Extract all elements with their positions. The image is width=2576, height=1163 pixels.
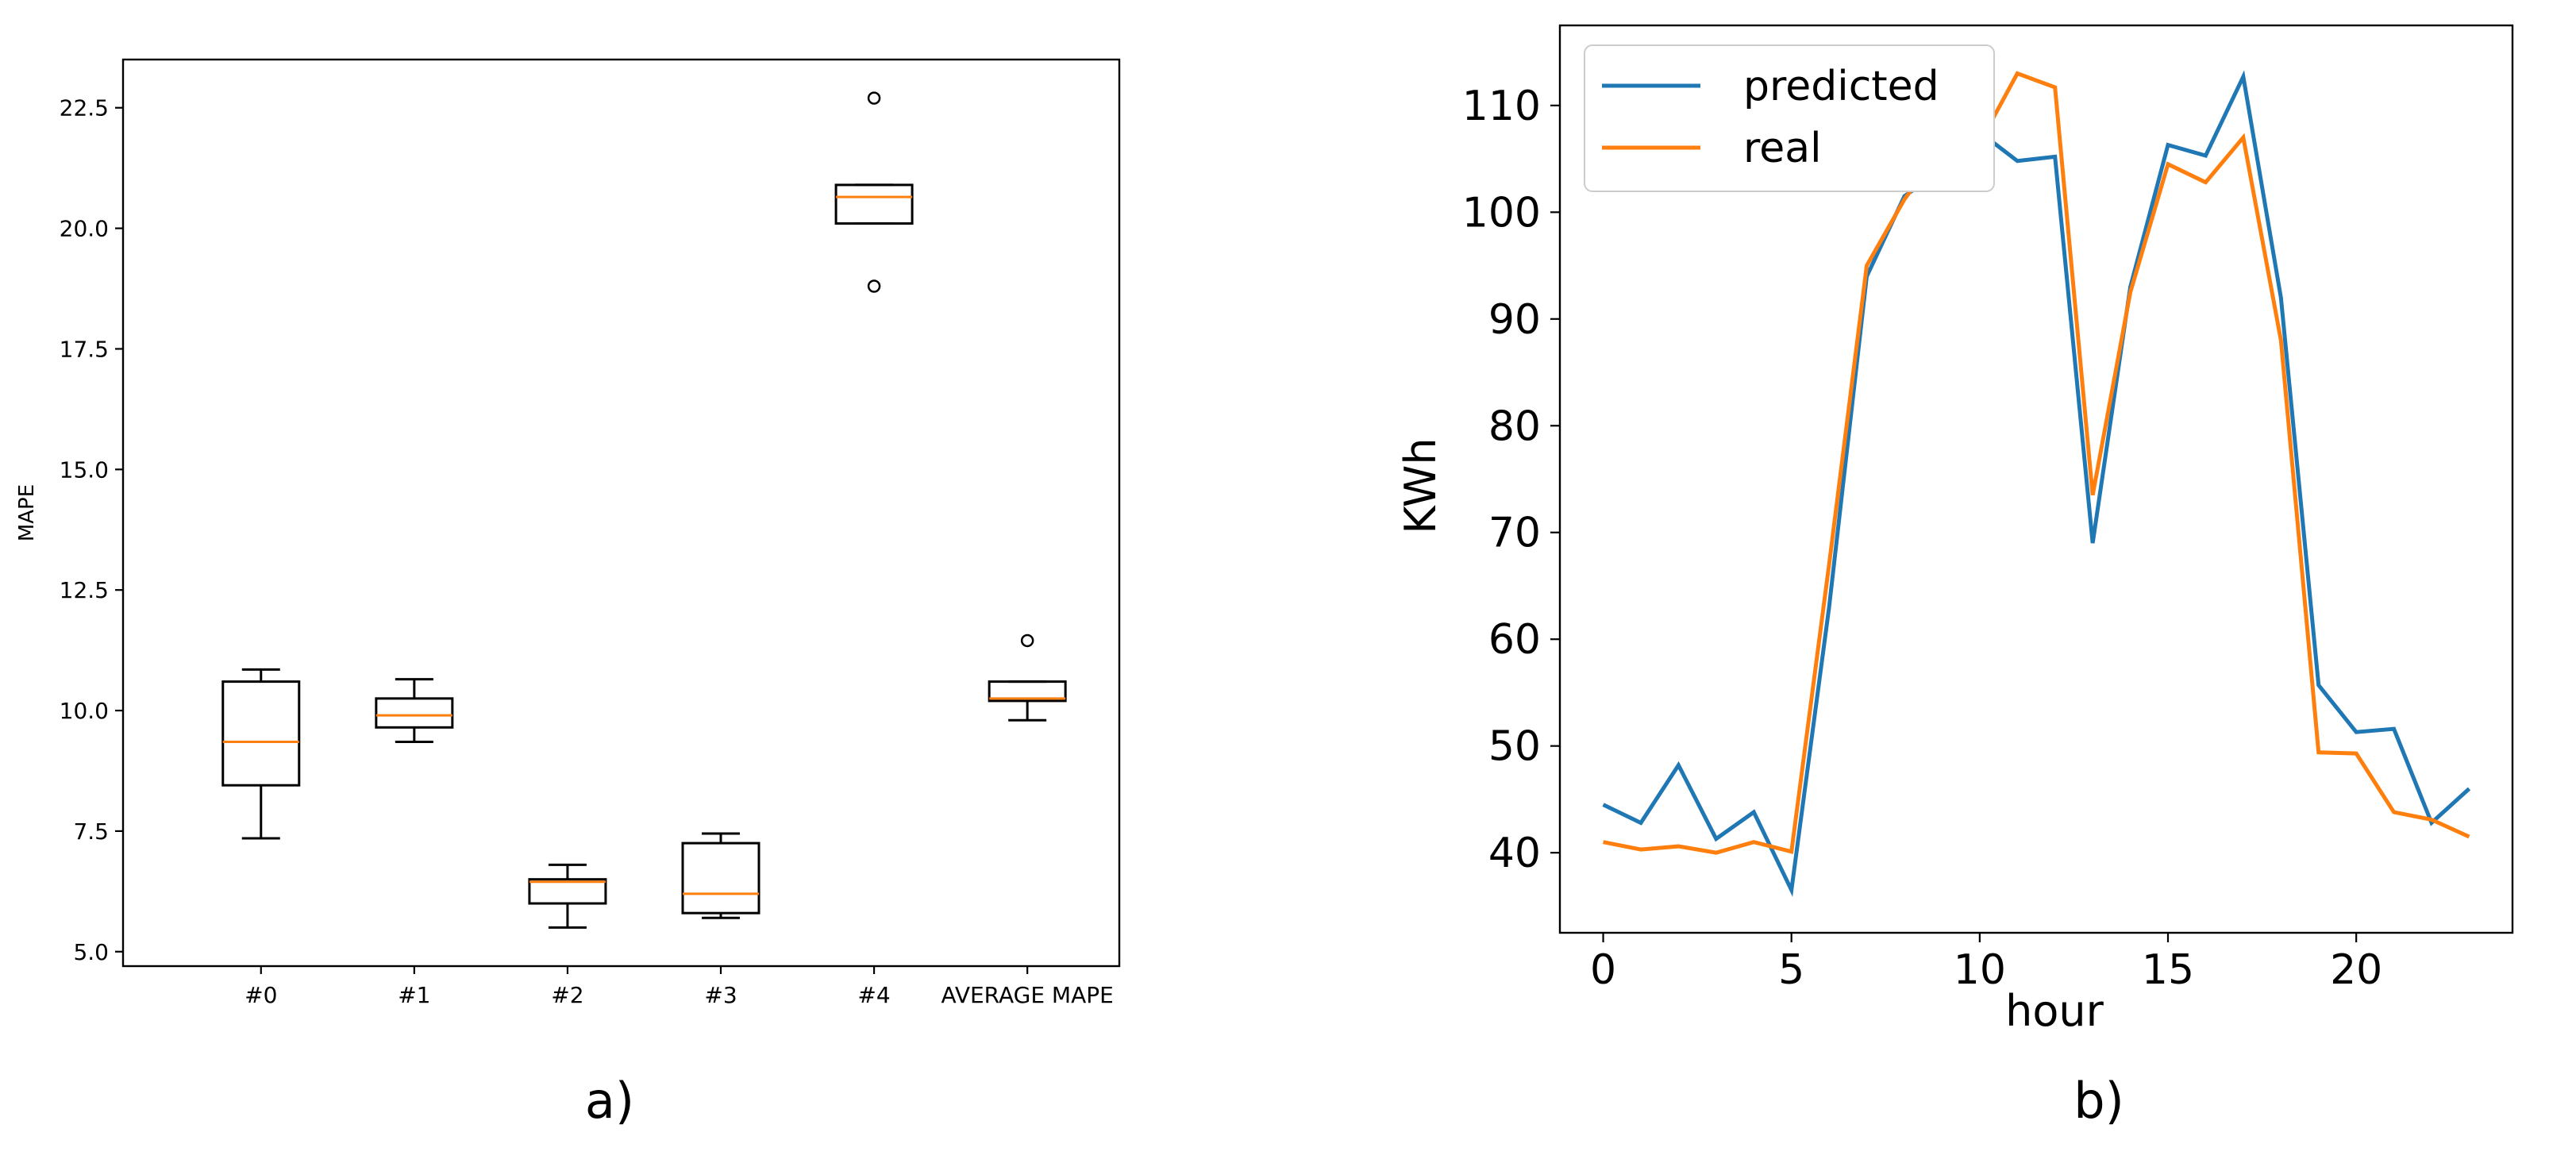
line-chart-y-tick-label: 110 (1462, 83, 1541, 130)
line-chart-x-axis-label: hour (2005, 986, 2104, 1036)
series-line-predicted (1602, 70, 2471, 897)
boxplot-y-tick-label: 22.5 (60, 95, 109, 121)
line-chart-y-tick-label: 100 (1462, 189, 1541, 237)
boxplot-x-tick-label: #0 (245, 982, 277, 1008)
box-2 (375, 678, 454, 744)
legend-label-predicted: predicted (1743, 63, 1939, 110)
box-4 (681, 832, 760, 919)
line-chart-series (1602, 70, 2471, 897)
boxplot-y-tick-label: 15.0 (60, 456, 109, 483)
boxplot-y-tick-label: 10.0 (60, 698, 109, 724)
boxplot-y-tick-label: 5.0 (73, 939, 109, 965)
boxplot-y-ticks: 5.0 7.5 10.0 12.5 15.0 17.5 20.0 22.5 (60, 95, 123, 965)
box-outlier-point (867, 91, 881, 105)
legend-label-real: real (1743, 125, 1822, 172)
line-chart-x-tick-label: 5 (1778, 946, 1804, 994)
legend-frame (1584, 44, 1995, 192)
box-5 (834, 91, 914, 293)
panel-a-label: a) (585, 1072, 634, 1130)
series-line-real (1603, 71, 2470, 855)
line-chart-y-tick-label: 70 (1488, 510, 1541, 557)
boxplot-x-tick-label: #2 (551, 982, 583, 1008)
box-iqr-rect (375, 697, 454, 729)
line-chart-x-tick-label: 20 (2330, 946, 2382, 994)
boxplot-x-ticks: #0 #1 #2 #3 #4 AVERAGE MAPE (245, 966, 1114, 1008)
box-6 (988, 633, 1067, 722)
boxplot-y-tick-label: 12.5 (60, 577, 109, 603)
line-chart-y-tick-label: 90 (1488, 296, 1541, 344)
line-chart-y-axis-label: KWh (1396, 437, 1446, 533)
line-chart-y-ticks: 40 50 60 70 80 90 100 110 (1462, 83, 1560, 877)
boxplot-y-axis-label: MAPE (15, 484, 39, 541)
box-iqr-rect (988, 680, 1067, 703)
box-iqr-rect (834, 183, 914, 225)
boxplot-panel: 5.07.510.012.515.017.520.022.5 #0 #1 #2 #3 #… (15, 58, 1121, 1130)
line-chart-y-tick-label: 80 (1488, 402, 1541, 450)
box-iqr-rect (528, 878, 607, 905)
boxplot-x-tick-label: #4 (857, 982, 890, 1008)
line-chart-x-tick-label: 10 (1954, 946, 2006, 994)
boxplot-axes-frame (121, 58, 1121, 968)
box-outlier-point (1020, 633, 1034, 648)
boxplot-y-tick-label: 7.5 (73, 818, 109, 845)
boxplot-boxes (221, 91, 1067, 929)
line-chart-y-tick-label: 50 (1488, 723, 1541, 771)
boxplot-x-tick-label: #3 (704, 982, 737, 1008)
line-chart-panel: 40 50 60 70 80 90 100 110 0 5 10 15 20 hour KWh pre… (1396, 24, 2514, 1130)
line-chart-axes-frame (1558, 24, 2514, 934)
boxplot-x-tick-label: #1 (398, 982, 430, 1008)
boxplot-y-tick-label: 17.5 (60, 336, 109, 362)
boxplot-x-tick-label: AVERAGE MAPE (941, 982, 1113, 1008)
box-iqr-rect (221, 680, 301, 787)
box-1 (221, 668, 301, 840)
line-chart-x-tick-label: 0 (1590, 946, 1616, 994)
line-chart-x-tick-label: 15 (2142, 946, 2194, 994)
boxplot-y-tick-label: 20.0 (60, 216, 109, 242)
line-chart-x-ticks: 0 5 10 15 20 (1590, 933, 2382, 994)
line-chart-y-tick-label: 60 (1488, 616, 1541, 664)
box-3 (528, 863, 607, 929)
panel-b-label: b) (2074, 1072, 2124, 1130)
line-chart-legend: predicted real (1584, 44, 1995, 192)
box-iqr-rect (681, 841, 760, 915)
box-outlier-point (867, 279, 881, 293)
line-chart-y-tick-label: 40 (1488, 830, 1541, 877)
